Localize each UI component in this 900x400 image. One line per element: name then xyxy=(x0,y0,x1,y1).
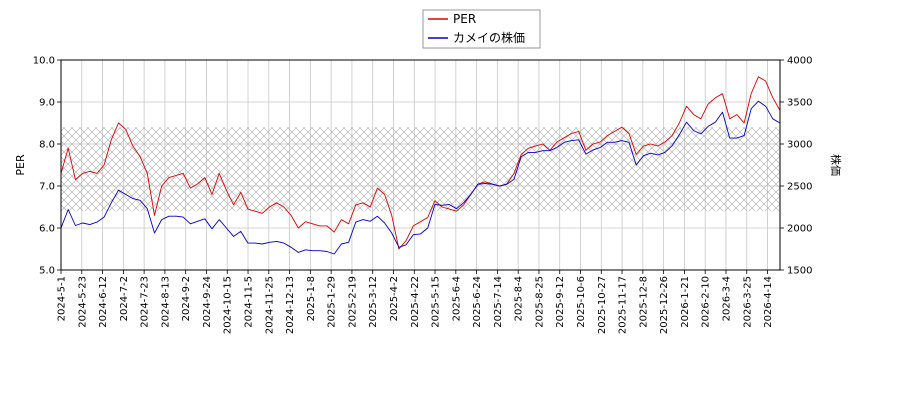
y-left-tick-label: 8.0 xyxy=(39,140,55,151)
y-axis-right-label: 株価 xyxy=(829,154,843,176)
y-right-tick-label: 3500 xyxy=(787,98,812,109)
x-tick-label: 2024-11-25 xyxy=(264,276,275,334)
series-line-per xyxy=(61,76,780,250)
y-right-tick-label: 3000 xyxy=(787,140,812,151)
series-line-stock-price xyxy=(61,100,780,255)
x-tick-label: 2026-3-25 xyxy=(742,276,753,328)
y-left-tick-label: 9.0 xyxy=(39,98,55,109)
y-axis-left-label: PER xyxy=(14,154,27,176)
x-tick-label: 2025-4-22 xyxy=(410,276,421,328)
x-tick-label: 2025-8-25 xyxy=(534,276,545,328)
y-right-tick-label: 1500 xyxy=(787,266,812,277)
legend-label-per: PER xyxy=(453,12,476,26)
legend: PER カメイの株価 xyxy=(422,9,541,49)
x-tick-label: 2025-5-15 xyxy=(431,276,442,328)
x-tick-label: 2025-4-2 xyxy=(389,276,400,321)
y-right-tick-label: 4000 xyxy=(787,56,812,67)
x-tick-label: 2024-6-12 xyxy=(98,276,109,328)
x-tick-label: 2025-12-8 xyxy=(638,276,649,328)
x-tick-label: 2024-10-15 xyxy=(223,276,234,334)
x-tick-label: 2024-5-23 xyxy=(77,276,88,328)
x-tick-label: 2026-1-21 xyxy=(680,276,691,328)
x-tick-label: 2024-9-24 xyxy=(202,276,213,328)
x-tick-label: 2025-7-14 xyxy=(493,276,504,328)
y-right-tick-label: 2500 xyxy=(787,182,812,193)
x-tick-label: 2025-1-29 xyxy=(327,276,338,328)
x-tick-label: 2024-9-2 xyxy=(181,276,192,321)
x-tick-label: 2024-7-23 xyxy=(140,276,151,328)
x-tick-label: 2026-3-4 xyxy=(721,276,732,321)
x-tick-label: 2025-8-4 xyxy=(514,276,525,321)
legend-label-stock: カメイの株価 xyxy=(453,30,525,45)
hatch-band xyxy=(61,127,780,212)
x-tick-label: 2025-11-17 xyxy=(618,276,629,334)
x-tick-label: 2024-8-13 xyxy=(160,276,171,328)
x-tick-label: 2025-10-27 xyxy=(597,276,608,334)
y-left-tick-label: 10.0 xyxy=(33,56,55,67)
y-left-tick-label: 6.0 xyxy=(39,224,55,235)
y-left-tick-label: 5.0 xyxy=(39,266,55,277)
y-left-tick-label: 7.0 xyxy=(39,182,55,193)
plot-frame xyxy=(60,59,781,271)
x-tick-label: 2024-7-2 xyxy=(119,276,130,321)
y-right-tick-label: 2000 xyxy=(787,224,812,235)
x-tick-label: 2025-9-12 xyxy=(555,276,566,328)
x-tick-label: 2025-6-4 xyxy=(451,276,462,321)
x-tick-label: 2024-11-5 xyxy=(244,276,255,328)
x-tick-label: 2025-2-19 xyxy=(347,276,358,328)
x-tick-label: 2025-6-24 xyxy=(472,276,483,328)
y-axis-right: 1500 2000 2500 3000 3500 4000 xyxy=(780,56,812,277)
x-tick-label: 2025-12-26 xyxy=(659,276,670,334)
x-tick-label: 2025-3-12 xyxy=(368,276,379,328)
x-tick-label: 2024-12-13 xyxy=(285,276,296,334)
x-tick-label: 2026-4-14 xyxy=(763,276,774,328)
y-axis-left: 5.0 6.0 7.0 8.0 9.0 10.0 xyxy=(33,56,61,277)
x-tick-label: 2025-1-8 xyxy=(306,276,317,321)
shaded-band xyxy=(61,127,780,212)
x-tick-label: 2025-10-6 xyxy=(576,276,587,328)
x-tick-label: 2024-5-1 xyxy=(57,276,68,321)
x-tick-label: 2026-2-10 xyxy=(701,276,712,328)
x-axis: 2024-5-1 2024-5-23 2024-6-12 2024-7-2 2024-7… xyxy=(57,270,774,334)
series-layer xyxy=(61,76,780,255)
